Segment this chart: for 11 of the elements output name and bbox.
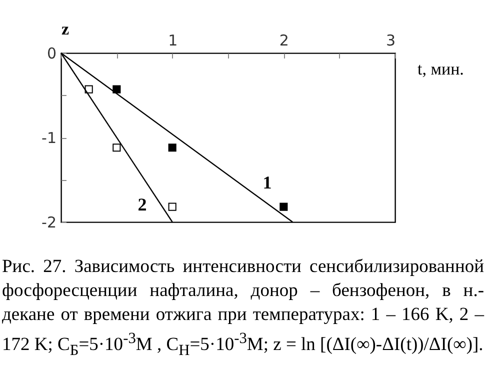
x-axis-title: t, мин. <box>418 60 464 78</box>
x-tick-label: 3 <box>386 32 396 50</box>
text: Рис. 27. Зависимость интенсивности сенсибилизированной фосфоресценции нафталина, донор – бензофенон, в н.-декане от времени отжига при температурах: 1 – 166 K, 2 – 172 K; C$_{Б}$=5·10$^{-3}$M , C$_{Н}$=5·10$^{-3}$M; z = ln [(ΔI(∞)-ΔI(t))/ΔI(∞)]. <box>2 257 484 359</box>
x-tick-label: 1 <box>168 32 178 50</box>
y-axis-title: z <box>62 20 70 38</box>
y-tick-label: 0 <box>46 44 56 62</box>
x-tick-label: 2 <box>279 32 289 50</box>
series-label: 2 <box>138 194 147 214</box>
series-label: 1 <box>262 172 272 193</box>
y-tick-label: -1 <box>42 129 56 147</box>
y-tick-label: -2 <box>42 214 56 232</box>
